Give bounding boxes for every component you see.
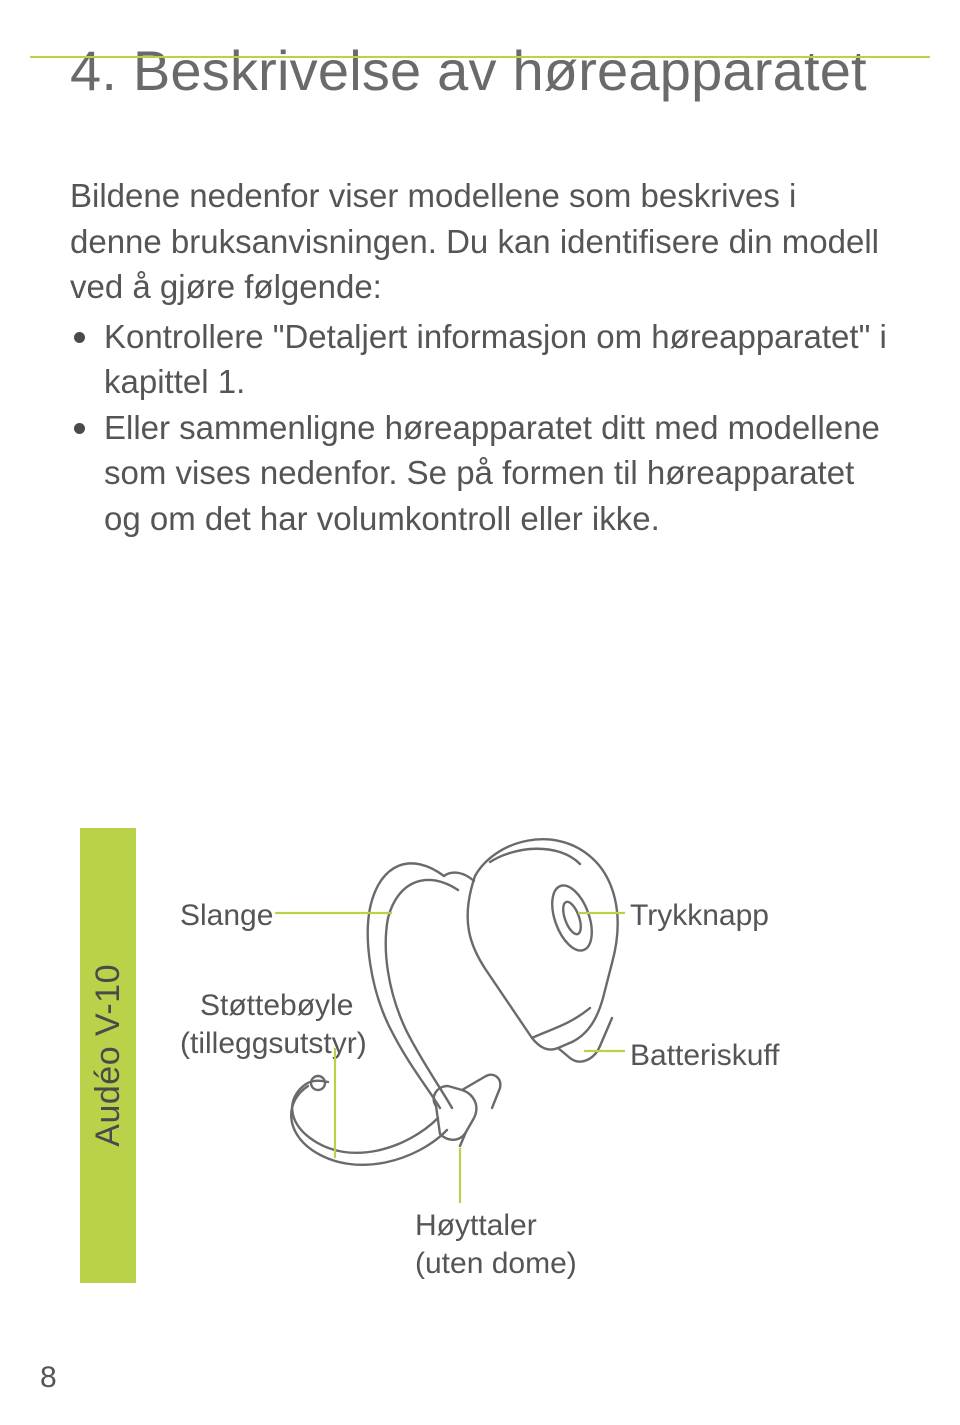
section-heading: 4. Beskrivelse av høreapparatet [70,38,890,103]
hearing-aid-outline [291,839,617,1165]
section-rule [30,56,930,58]
list-item: Kontrollere "Detaljert informasjon om hø… [70,314,890,405]
model-label-bar: Audéo V-10 [80,828,136,1283]
hearing-aid-diagram [160,818,880,1318]
list-item: Eller sammenligne høreapparatet ditt med… [70,405,890,542]
model-label: Audéo V-10 [89,964,128,1147]
hearing-aid-figure: Audéo V-10 Slange Støttebøyle (tilleggsu… [70,828,890,1308]
description-list: Kontrollere "Detaljert informasjon om hø… [70,314,890,542]
intro-paragraph: Bildene nedenfor viser modellene som bes… [70,173,890,310]
page-number: 8 [40,1361,57,1395]
